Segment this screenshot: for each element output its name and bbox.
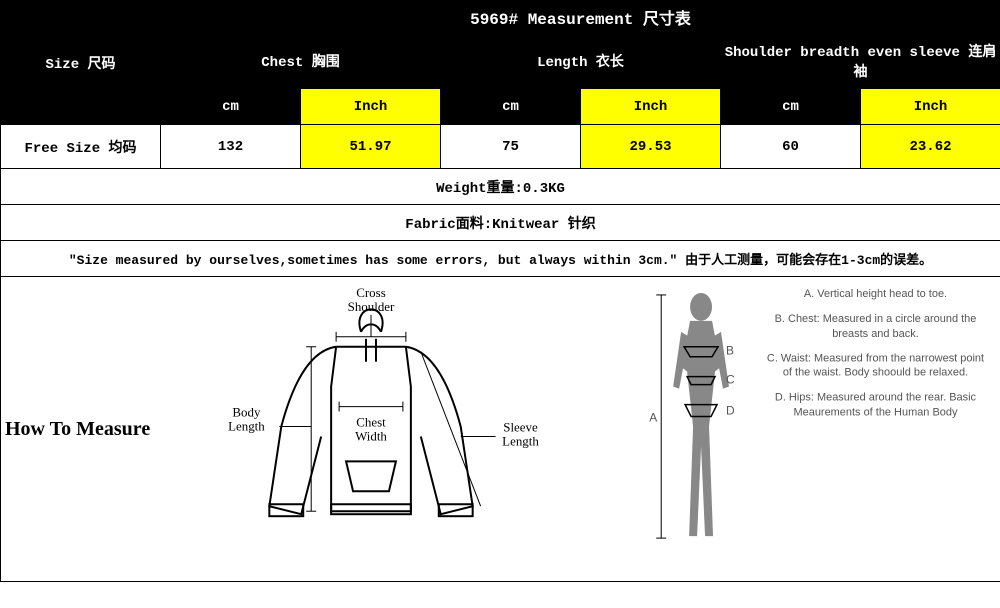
chest-cm: 132 — [161, 125, 301, 169]
size-header: Size 尺码 — [1, 1, 161, 125]
fabric-row: Fabric面料:Knitwear 针织 — [1, 205, 1000, 241]
col-chest: Chest 胸围 — [161, 33, 441, 89]
unit-cm: cm — [441, 89, 581, 125]
col-length: Length 衣长 — [441, 33, 721, 89]
unit-inch: Inch — [861, 89, 1000, 125]
length-in: 29.53 — [581, 125, 721, 169]
body-text-d: D. Hips: Measured around the rear. Basic… — [760, 391, 989, 421]
label-cross-shoulder: CrossShoulder — [347, 285, 394, 314]
body-text-b: B. Chest: Measured in a circle around th… — [760, 312, 989, 342]
shoulder-in: 23.62 — [861, 125, 1000, 169]
howto-heading: How To Measure — [1, 277, 161, 582]
unit-inch: Inch — [301, 89, 441, 125]
col-shoulder: Shoulder breadth even sleeve 连肩袖 — [721, 33, 1000, 89]
marker-d: D — [725, 404, 734, 418]
label-sleeve-length: SleeveLength — [502, 419, 539, 448]
marker-b: B — [725, 344, 733, 358]
shoulder-cm: 60 — [721, 125, 861, 169]
garment-diagram: CrossShoulder BodyLength ChestWidth Slee… — [161, 277, 581, 582]
unit-cm: cm — [721, 89, 861, 125]
body-diagram: A B C D A. Vertical height head to toe. … — [581, 277, 1000, 582]
marker-c: C — [725, 373, 734, 387]
length-cm: 75 — [441, 125, 581, 169]
unit-cm: cm — [161, 89, 301, 125]
marker-a: A — [649, 411, 657, 425]
how-to-measure-row: How To Measure — [1, 277, 1000, 582]
table-title: 5969# Measurement 尺寸表 — [161, 1, 1000, 33]
note-row: "Size measured by ourselves,sometimes ha… — [1, 241, 1000, 277]
label-chest-width: ChestWidth — [355, 415, 387, 444]
row-label: Free Size 均码 — [1, 125, 161, 169]
measurement-table: Size 尺码 5969# Measurement 尺寸表 Chest 胸围 L… — [0, 0, 1000, 582]
label-body-length: BodyLength — [228, 405, 265, 434]
table-row: Free Size 均码 132 51.97 75 29.53 60 23.62 — [1, 125, 1000, 169]
unit-inch: Inch — [581, 89, 721, 125]
body-text-a: A. Vertical height head to toe. — [760, 287, 989, 302]
body-text-c: C. Waist: Measured from the narrowest po… — [760, 351, 989, 381]
weight-row: Weight重量:0.3KG — [1, 169, 1000, 205]
chest-in: 51.97 — [301, 125, 441, 169]
